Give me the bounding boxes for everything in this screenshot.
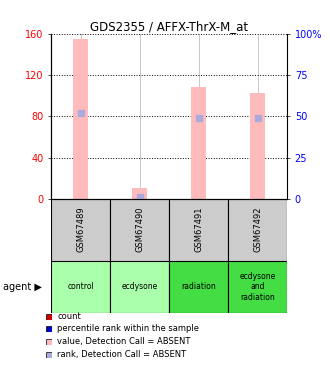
Bar xyxy=(250,93,265,199)
Text: ecdysone: ecdysone xyxy=(121,282,158,291)
Bar xyxy=(228,199,287,261)
Bar xyxy=(169,261,228,313)
Text: GSM67492: GSM67492 xyxy=(253,207,262,252)
Bar xyxy=(110,199,169,261)
Bar xyxy=(51,199,110,261)
Bar xyxy=(110,261,169,313)
Bar xyxy=(132,188,147,199)
Text: GSM67490: GSM67490 xyxy=(135,207,144,252)
Title: GDS2355 / AFFX-ThrX-M_at: GDS2355 / AFFX-ThrX-M_at xyxy=(90,20,248,33)
Text: GSM67489: GSM67489 xyxy=(76,207,85,252)
Text: rank, Detection Call = ABSENT: rank, Detection Call = ABSENT xyxy=(57,350,186,359)
Text: GSM67491: GSM67491 xyxy=(194,207,203,252)
Text: agent ▶: agent ▶ xyxy=(3,282,42,292)
Bar xyxy=(73,39,88,199)
Text: value, Detection Call = ABSENT: value, Detection Call = ABSENT xyxy=(57,337,190,346)
Bar xyxy=(191,87,206,199)
Text: ecdysone
and
radiation: ecdysone and radiation xyxy=(240,272,276,302)
Text: count: count xyxy=(57,312,81,321)
Text: percentile rank within the sample: percentile rank within the sample xyxy=(57,324,199,333)
Text: radiation: radiation xyxy=(181,282,216,291)
Text: control: control xyxy=(67,282,94,291)
Bar xyxy=(169,199,228,261)
Bar xyxy=(228,261,287,313)
Bar xyxy=(51,261,110,313)
